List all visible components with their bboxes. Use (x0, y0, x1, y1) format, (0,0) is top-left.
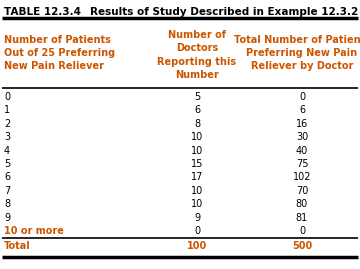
Text: 5: 5 (4, 159, 10, 169)
Text: 9: 9 (4, 213, 10, 223)
Text: 10 or more: 10 or more (4, 226, 64, 236)
Text: 75: 75 (296, 159, 308, 169)
Text: 7: 7 (4, 186, 10, 196)
Text: Total: Total (4, 241, 31, 251)
Text: 5: 5 (194, 92, 200, 102)
Text: 10: 10 (191, 186, 203, 196)
Text: 0: 0 (194, 226, 200, 236)
Text: 30: 30 (296, 132, 308, 142)
Text: 100: 100 (187, 241, 207, 251)
Text: Total Number of Patients
Preferring New Pain
Reliever by Doctor: Total Number of Patients Preferring New … (234, 35, 360, 71)
Text: 0: 0 (299, 92, 305, 102)
Text: 10: 10 (191, 132, 203, 142)
Text: Results of Study Described in Example 12.3.2: Results of Study Described in Example 12… (90, 7, 358, 17)
Text: 6: 6 (299, 105, 305, 115)
Text: 4: 4 (4, 146, 10, 155)
Text: TABLE 12.3.4: TABLE 12.3.4 (4, 7, 81, 17)
Text: 10: 10 (191, 146, 203, 155)
Text: 8: 8 (4, 199, 10, 209)
Text: 500: 500 (292, 241, 312, 251)
Text: 9: 9 (194, 213, 200, 223)
Text: 102: 102 (293, 172, 311, 182)
Text: 8: 8 (194, 119, 200, 129)
Text: 3: 3 (4, 132, 10, 142)
Text: Number of
Doctors
Reporting this
Number: Number of Doctors Reporting this Number (157, 30, 237, 80)
Text: 70: 70 (296, 186, 308, 196)
Text: 15: 15 (191, 159, 203, 169)
Text: 17: 17 (191, 172, 203, 182)
Text: 0: 0 (299, 226, 305, 236)
Text: Number of Patients
Out of 25 Preferring
New Pain Reliever: Number of Patients Out of 25 Preferring … (4, 35, 115, 71)
Text: 6: 6 (4, 172, 10, 182)
Text: 81: 81 (296, 213, 308, 223)
Text: 2: 2 (4, 119, 10, 129)
Text: 10: 10 (191, 199, 203, 209)
Text: 6: 6 (194, 105, 200, 115)
Text: 16: 16 (296, 119, 308, 129)
Text: 0: 0 (4, 92, 10, 102)
Text: 40: 40 (296, 146, 308, 155)
Text: 80: 80 (296, 199, 308, 209)
Text: 1: 1 (4, 105, 10, 115)
